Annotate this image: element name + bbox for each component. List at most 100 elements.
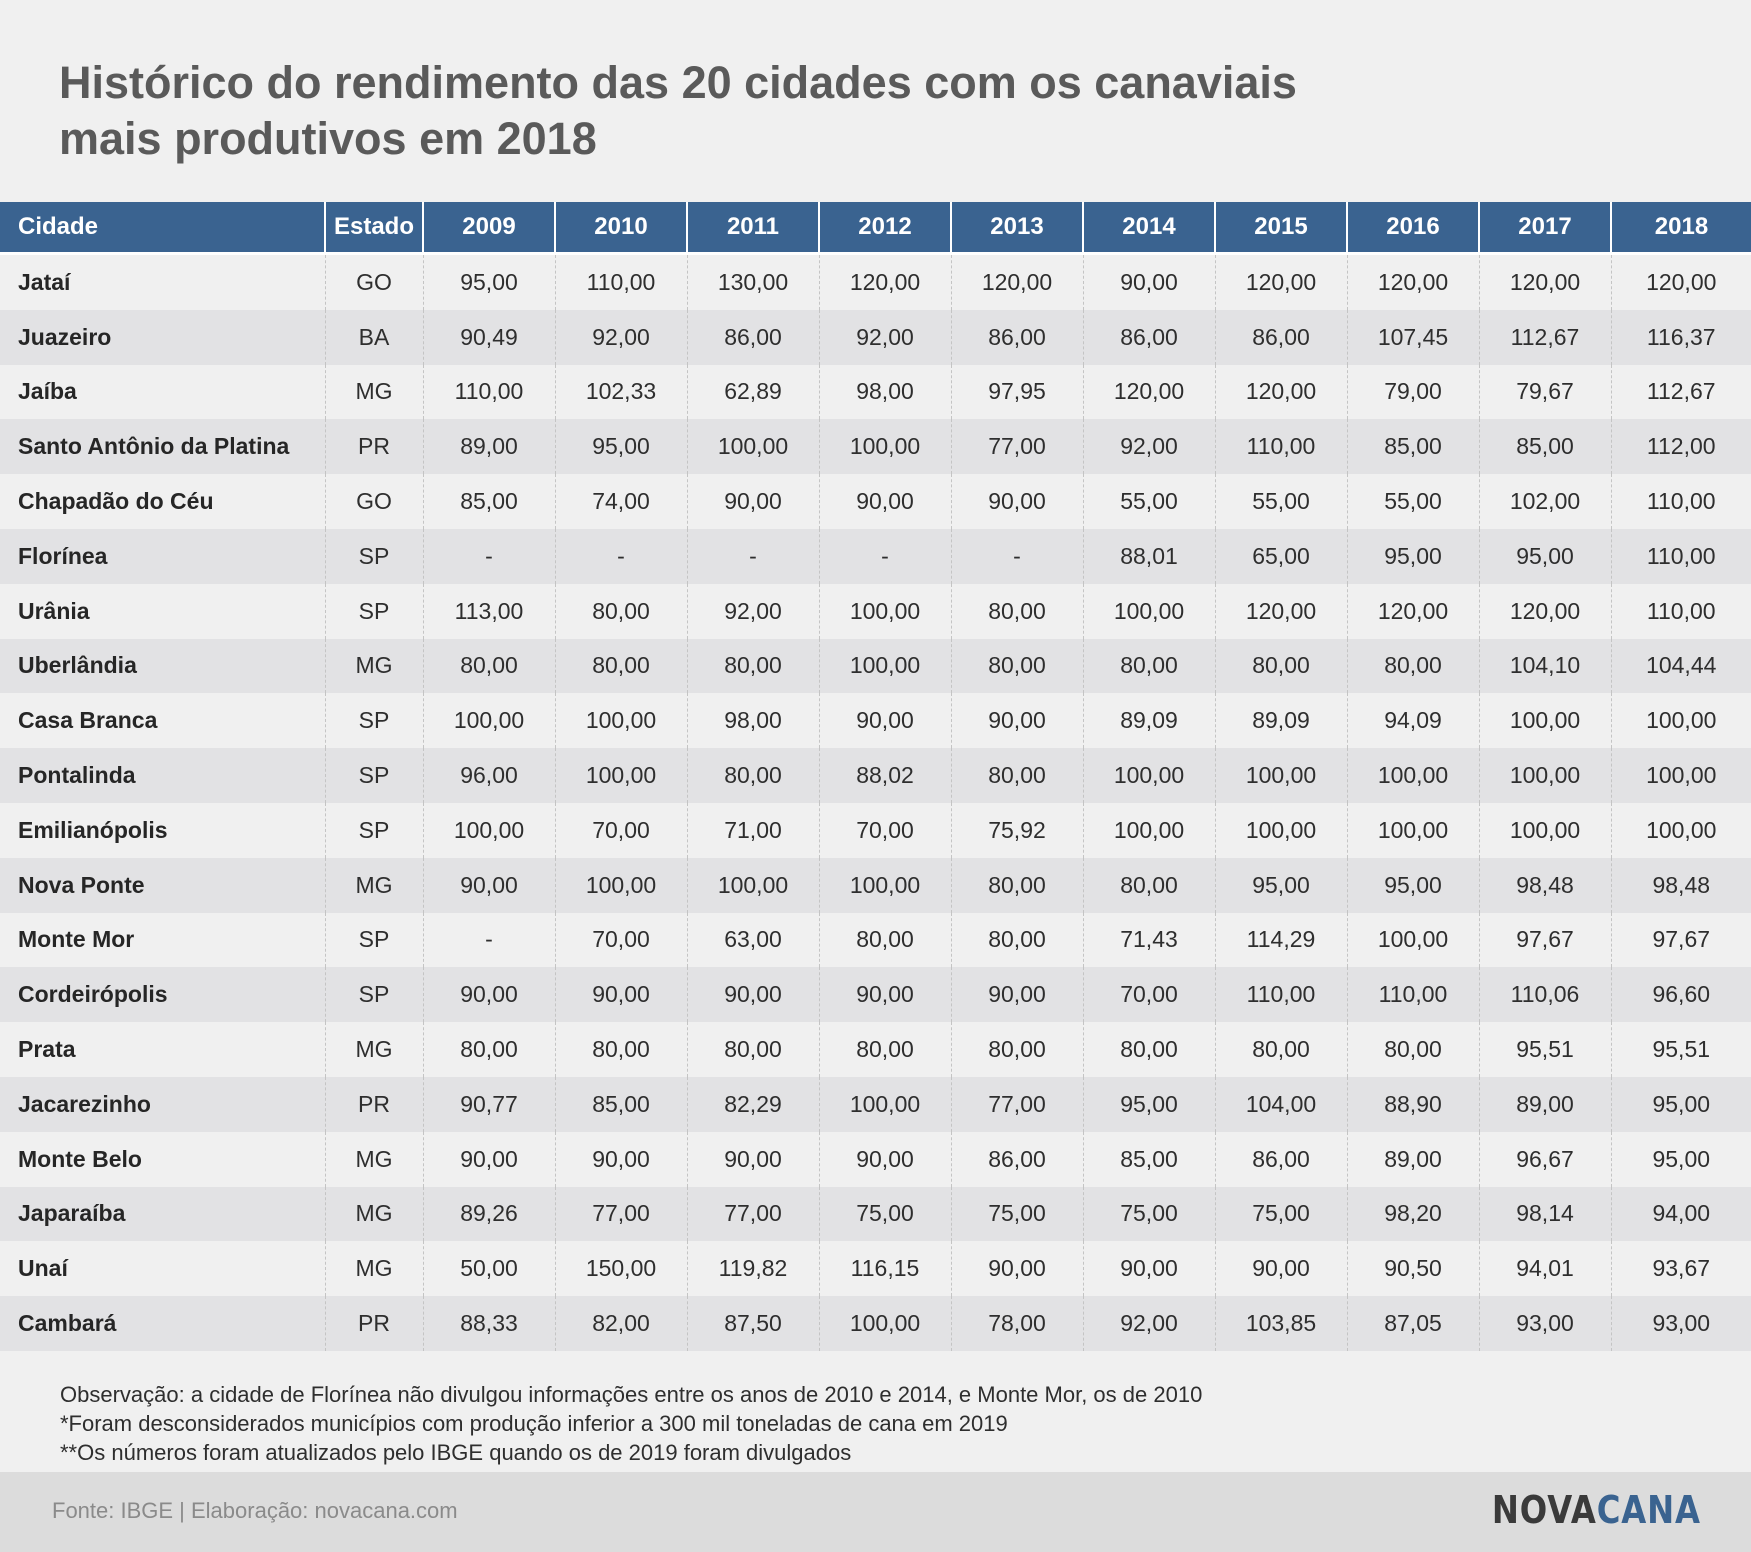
yield-cell: 90,77 [423, 1076, 556, 1132]
yield-cell: 104,00 [1215, 1076, 1348, 1132]
yield-cell: 110,00 [1347, 967, 1480, 1023]
notes: Observação: a cidade de Florínea não div… [60, 1380, 1510, 1467]
state-cell: SP [325, 748, 424, 803]
table-row: Emilianópolis SP 100,00 70,00 71,00 70,00 75,9… [0, 802, 1751, 858]
state-cell: SP [325, 528, 424, 584]
logo-part-cana: CANA [1596, 1488, 1701, 1532]
yield-cell: 88,33 [423, 1296, 556, 1351]
yield-cell: 97,67 [1479, 912, 1612, 968]
yield-cell: - [687, 528, 820, 584]
yield-cell: 100,00 [1083, 583, 1216, 639]
table-row: Jaíba MG 110,00 102,33 62,89 98,00 97,95 120,00… [0, 364, 1751, 420]
yield-cell: - [555, 528, 688, 584]
chart-title: Histórico do rendimento das 20 cidades c… [59, 55, 1459, 167]
yield-cell: 79,00 [1347, 364, 1480, 420]
yield-cell: 89,09 [1215, 693, 1348, 749]
data-table: Cidade Estado 2009 2010 2011 2012 2013 2014 2015… [0, 202, 1751, 1351]
yield-cell: 110,00 [1215, 419, 1348, 475]
column-header: 2012 [819, 202, 952, 255]
table-row: Cordeirópolis SP 90,00 90,00 90,00 90,00 90,00… [0, 967, 1751, 1023]
yield-cell: 80,00 [951, 857, 1084, 913]
state-cell: PR [325, 1076, 424, 1132]
yield-cell: 120,00 [1347, 583, 1480, 639]
state-cell: SP [325, 583, 424, 639]
yield-cell: 100,00 [423, 802, 556, 858]
yield-cell: 95,00 [555, 419, 688, 475]
yield-cell: 98,48 [1611, 857, 1751, 913]
yield-cell: 100,00 [555, 857, 688, 913]
yield-cell: 55,00 [1083, 474, 1216, 529]
yield-cell: 79,67 [1479, 364, 1612, 420]
yield-cell: 77,00 [951, 1076, 1084, 1132]
yield-cell: 80,00 [555, 1022, 688, 1077]
yield-cell: 110,00 [555, 253, 688, 310]
state-cell: GO [325, 474, 424, 529]
yield-cell: 120,00 [1215, 364, 1348, 420]
yield-cell: 80,00 [819, 1022, 952, 1077]
table-row: Uberlândia MG 80,00 80,00 80,00 100,00 80,00 80… [0, 638, 1751, 694]
yield-cell: 104,10 [1479, 638, 1612, 694]
yield-cell: 75,00 [1083, 1186, 1216, 1242]
yield-cell: 102,00 [1479, 474, 1612, 529]
yield-cell: 95,00 [1611, 1131, 1751, 1187]
yield-cell: 80,00 [951, 748, 1084, 803]
state-cell: GO [325, 253, 424, 310]
yield-cell: 75,00 [1215, 1186, 1348, 1242]
yield-cell: 80,00 [1083, 857, 1216, 913]
table-row: Chapadão do Céu GO 85,00 74,00 90,00 90,00 90,… [0, 474, 1751, 529]
yield-cell: - [423, 528, 556, 584]
yield-cell: 75,00 [819, 1186, 952, 1242]
yield-cell: 110,00 [423, 364, 556, 420]
yield-cell: 85,00 [1083, 1131, 1216, 1187]
table-row: Florínea SP - - - - -88,01 65,00 95,00 95,00 110,0… [0, 528, 1751, 584]
state-cell: SP [325, 693, 424, 749]
yield-cell: 89,00 [423, 419, 556, 475]
state-cell: MG [325, 638, 424, 694]
table-row: Jataí GO 95,00 110,00 130,00 120,00 120,00 90,0… [0, 253, 1751, 310]
yield-cell: 100,00 [1611, 693, 1751, 749]
yield-cell: 63,00 [687, 912, 820, 968]
yield-cell: 87,50 [687, 1296, 820, 1351]
yield-cell: 130,00 [687, 253, 820, 310]
yield-cell: 80,00 [423, 1022, 556, 1077]
yield-cell: 85,00 [1479, 419, 1612, 475]
yield-cell: 75,00 [951, 1186, 1084, 1242]
yield-cell: 100,00 [1611, 802, 1751, 858]
chart-title-line-1: Histórico do rendimento das 20 cidades c… [59, 57, 1297, 108]
yield-cell: 77,00 [555, 1186, 688, 1242]
yield-cell: 93,00 [1479, 1296, 1612, 1351]
yield-cell: 90,00 [951, 693, 1084, 749]
footer: Fonte: IBGE | Elaboração: novacana.com N… [0, 1472, 1751, 1552]
yield-cell: 100,00 [819, 638, 952, 694]
state-cell: BA [325, 309, 424, 365]
yield-cell: 86,00 [687, 309, 820, 365]
yield-cell: 70,00 [819, 802, 952, 858]
yield-cell: 103,85 [1215, 1296, 1348, 1351]
yield-cell: 100,00 [1347, 748, 1480, 803]
yield-cell: 80,00 [687, 748, 820, 803]
yield-cell: 100,00 [687, 419, 820, 475]
yield-cell: 92,00 [1083, 419, 1216, 475]
column-header: 2011 [687, 202, 820, 255]
table-row: Cambará PR 88,33 82,00 87,50 100,00 78,00 92,00… [0, 1296, 1751, 1351]
yield-cell: 112,67 [1611, 364, 1751, 420]
state-cell: SP [325, 912, 424, 968]
yield-cell: 90,00 [951, 1241, 1084, 1297]
yield-cell: 89,26 [423, 1186, 556, 1242]
yield-cell: 89,00 [1347, 1131, 1480, 1187]
yield-cell: 93,00 [1611, 1296, 1751, 1351]
table-row: Santo Antônio da Platina PR 89,00 95,00 100,… [0, 419, 1751, 475]
yield-cell: 96,00 [423, 748, 556, 803]
column-header: Estado [325, 202, 424, 255]
yield-cell: 90,50 [1347, 1241, 1480, 1297]
yield-cell: 100,00 [555, 693, 688, 749]
logo-part-nova: NOVA [1492, 1488, 1597, 1532]
yield-cell: 98,14 [1479, 1186, 1612, 1242]
column-header: 2010 [555, 202, 688, 255]
yield-cell: 80,00 [555, 583, 688, 639]
note-observation: Observação: a cidade de Florínea não div… [60, 1382, 1203, 1407]
yield-cell: 90,00 [1083, 253, 1216, 310]
yield-cell: 82,00 [555, 1296, 688, 1351]
yield-cell: 80,00 [1215, 1022, 1348, 1077]
yield-cell: 80,00 [951, 912, 1084, 968]
